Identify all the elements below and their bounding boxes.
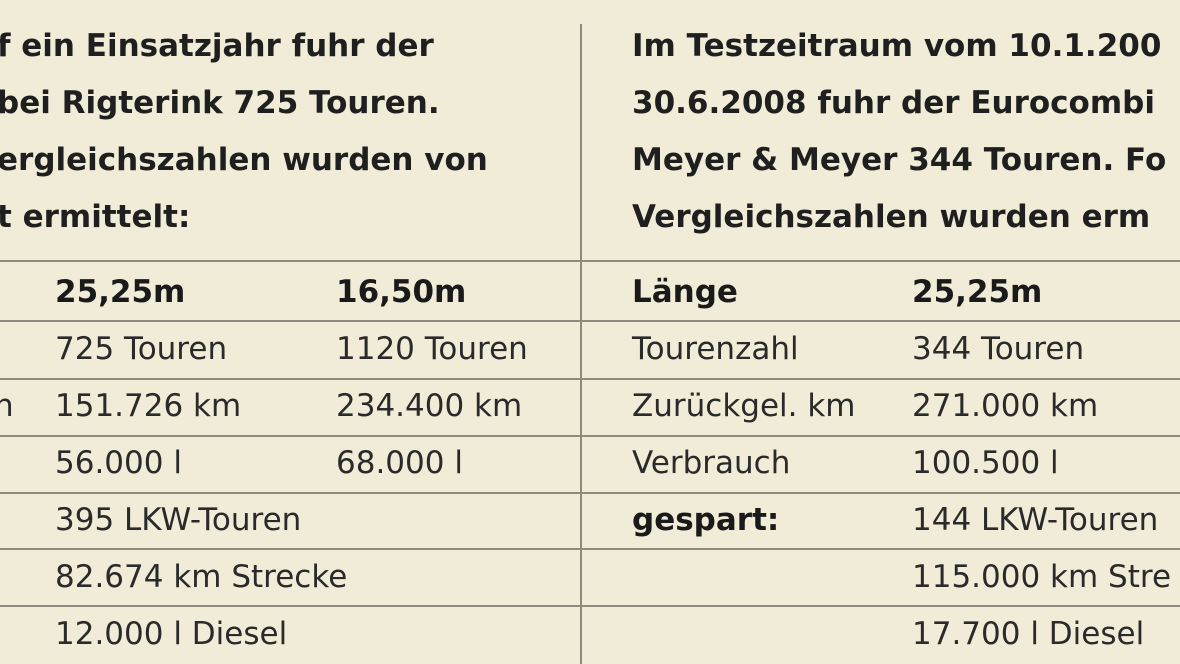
left-row6-a: 12.000 l Diesel — [55, 616, 288, 652]
table-rule — [0, 320, 1180, 322]
right-header-label: Länge — [632, 274, 738, 310]
right-header-col-a: 25,25m — [912, 274, 1043, 310]
table-rule — [0, 492, 1180, 494]
right-row3-a: 100.500 l — [912, 445, 1059, 481]
left-row2-label: n — [0, 388, 14, 424]
right-intro: Im Testzeitraum vom 10.1.200 30.6.2008 f… — [632, 18, 1166, 246]
right-intro-line: Meyer & Meyer 344 Touren. Fo — [632, 142, 1167, 178]
right-row4-label: gespart: — [632, 502, 780, 538]
left-intro-line: bei Rigterink 725 Touren. — [0, 85, 440, 121]
column-divider — [580, 24, 582, 664]
right-row2-label: Zurückgel. km — [632, 388, 856, 424]
right-row4-a: 144 LKW-Touren — [912, 502, 1159, 538]
left-intro-line: ergleichszahlen wurden von — [0, 142, 488, 178]
left-intro-line: f ein Einsatzjahr fuhr der — [0, 28, 434, 64]
left-header-col-b: 16,50m — [336, 274, 467, 310]
left-row3-a: 56.000 l — [55, 445, 182, 481]
left-row2-a: 151.726 km — [55, 388, 242, 424]
right-intro-line: Im Testzeitraum vom 10.1.200 — [632, 28, 1162, 64]
right-intro-line: Vergleichszahlen wurden erm — [632, 199, 1151, 235]
left-header-col-a: 25,25m — [55, 274, 186, 310]
right-row1-a: 344 Touren — [912, 331, 1085, 367]
left-row5-a: 82.674 km Strecke — [55, 559, 348, 595]
left-row2-b: 234.400 km — [336, 388, 523, 424]
right-row6-a: 17.700 l Diesel — [912, 616, 1145, 652]
left-intro: f ein Einsatzjahr fuhr der bei Rigterink… — [0, 18, 488, 246]
right-row5-a: 115.000 km Stre — [912, 559, 1172, 595]
table-rule — [0, 260, 1180, 262]
table-rule — [0, 435, 1180, 437]
left-intro-line: t ermittelt: — [0, 199, 191, 235]
left-row4-a: 395 LKW-Touren — [55, 502, 302, 538]
table-rule — [0, 378, 1180, 380]
left-row3-b: 68.000 l — [336, 445, 463, 481]
right-intro-line: 30.6.2008 fuhr der Eurocombi — [632, 85, 1155, 121]
left-row1-a: 725 Touren — [55, 331, 228, 367]
right-row2-a: 271.000 km — [912, 388, 1099, 424]
table-rule — [0, 548, 1180, 550]
right-row3-label: Verbrauch — [632, 445, 791, 481]
right-row1-label: Tourenzahl — [632, 331, 799, 367]
left-row1-b: 1120 Touren — [336, 331, 528, 367]
table-rule — [0, 605, 1180, 607]
